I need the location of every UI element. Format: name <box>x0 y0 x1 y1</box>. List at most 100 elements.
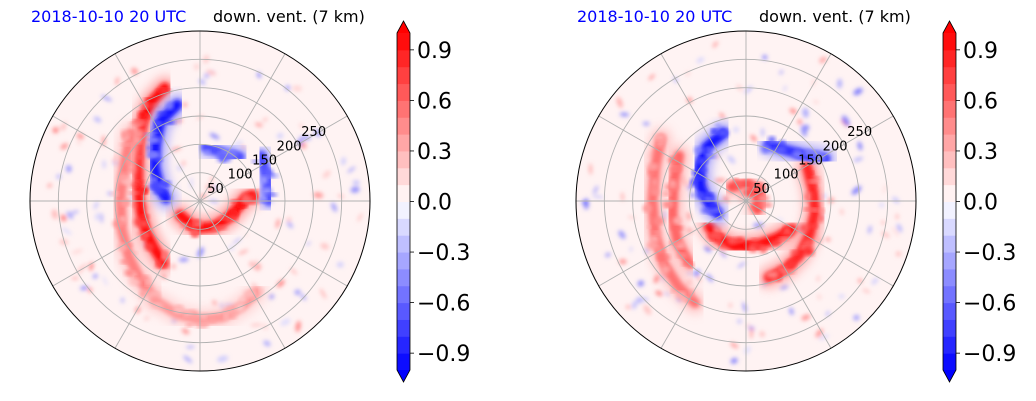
noise-fleck <box>619 112 630 117</box>
feature-blotch <box>202 321 208 326</box>
noise-fleck <box>60 143 69 150</box>
noise-fleck <box>825 237 831 242</box>
noise-fleck <box>759 331 765 337</box>
noise-fleck <box>95 212 100 221</box>
polar-grid <box>30 31 370 371</box>
noise-fleck <box>636 297 643 304</box>
noise-fleck <box>728 303 733 308</box>
feature-blotch <box>803 247 815 256</box>
noise-fleck <box>178 257 189 262</box>
colorbar-level <box>397 33 410 51</box>
noise-fleck <box>294 289 301 295</box>
noise-fleck <box>115 77 119 86</box>
feature-blotch <box>799 223 810 233</box>
noise-fleck <box>276 279 285 288</box>
feature-blotch <box>222 147 234 151</box>
colorbar-tick-label: 0.9 <box>963 39 998 64</box>
colorbar-level <box>943 100 956 118</box>
colorbar-extend-max <box>943 21 956 33</box>
feature-blotch <box>243 290 257 298</box>
colorbar-level <box>943 336 956 354</box>
feature-blotch <box>260 192 267 202</box>
feature-blotch <box>810 183 817 187</box>
noise-fleck <box>290 267 298 275</box>
feature-blotch <box>803 238 813 248</box>
colorbar-level <box>397 184 410 202</box>
colorbar-level <box>943 218 956 236</box>
noise-fleck <box>838 294 845 299</box>
feature-blotch <box>155 121 163 126</box>
colorbar-level <box>943 319 956 337</box>
noise-fleck <box>761 127 764 137</box>
feature-blotch <box>264 192 278 197</box>
noise-fleck <box>895 251 901 257</box>
feature-blotch <box>676 253 688 259</box>
noise-fleck <box>881 231 890 238</box>
feature-blotch <box>767 136 776 144</box>
feature-blotch <box>647 163 659 170</box>
noise-fleck <box>100 212 103 224</box>
noise-fleck <box>341 157 346 166</box>
feature-blotch <box>656 254 666 261</box>
feature-blotch <box>813 153 827 162</box>
chart-panel-right: 2018-10-10 20 UTC down. vent. (7 km) 50 1… <box>546 0 1036 401</box>
noise-fleck <box>186 345 195 349</box>
noise-fleck <box>131 67 138 75</box>
colorbar-level <box>943 33 956 51</box>
noise-fleck <box>206 69 217 76</box>
noise-fleck <box>629 246 633 252</box>
colorbar-level <box>397 252 410 270</box>
feature-blotch <box>735 237 745 243</box>
noise-fleck <box>181 328 190 335</box>
feature-blotch <box>652 231 662 235</box>
feature-blotch <box>204 149 211 155</box>
feature-blotch <box>119 259 131 264</box>
noise-fleck <box>632 300 638 310</box>
noise-fleck <box>66 165 72 173</box>
feature-blotch <box>717 129 729 137</box>
noise-fleck <box>255 263 262 271</box>
noise-fleck <box>93 201 99 210</box>
noise-fleck <box>262 117 268 122</box>
noise-fleck <box>862 288 871 294</box>
noise-fleck <box>238 249 249 255</box>
noise-fleck <box>857 141 863 151</box>
feature-blotch <box>774 147 787 153</box>
feature-blotch <box>808 158 817 164</box>
feature-blotch <box>661 191 673 197</box>
grid-ring <box>632 87 860 315</box>
feature-blotch <box>223 311 229 321</box>
colorbar-tick-label: 0.0 <box>417 191 452 216</box>
feature-blotch <box>675 291 687 299</box>
chart-title-left: 2018-10-10 20 UTC <box>31 7 187 26</box>
noise-fleck <box>825 310 830 317</box>
noise-fleck <box>78 263 88 272</box>
colorbar-level <box>943 285 956 304</box>
radial-tick-label: 200 <box>823 139 848 154</box>
noise-fleck <box>780 285 789 290</box>
feature-blotch <box>665 183 680 191</box>
noise-fleck <box>811 79 816 86</box>
radial-tick-label: 50 <box>753 182 770 197</box>
noise-fleck <box>801 124 807 137</box>
feature-blotch <box>711 233 724 238</box>
colorbar-level <box>397 66 410 85</box>
noise-fleck <box>684 179 690 187</box>
feature-negative <box>688 122 735 225</box>
noise-fleck <box>313 192 324 199</box>
feature-blotch <box>126 131 133 136</box>
radial-tick-label: 50 <box>207 182 224 197</box>
grid-ring <box>86 87 314 315</box>
noise-fleck <box>783 85 787 91</box>
noise-fleck <box>71 277 79 280</box>
feature-negative <box>143 93 189 210</box>
noise-fleck <box>696 57 705 64</box>
colorbar-level <box>397 268 410 287</box>
feature-blotch <box>152 176 158 185</box>
feature-blotch <box>672 217 682 225</box>
noise-fleck <box>879 202 885 208</box>
feature-blotch <box>705 192 714 199</box>
noise-fleck <box>102 159 106 169</box>
feature-blotch <box>146 136 161 144</box>
feature-blotch <box>780 229 793 238</box>
